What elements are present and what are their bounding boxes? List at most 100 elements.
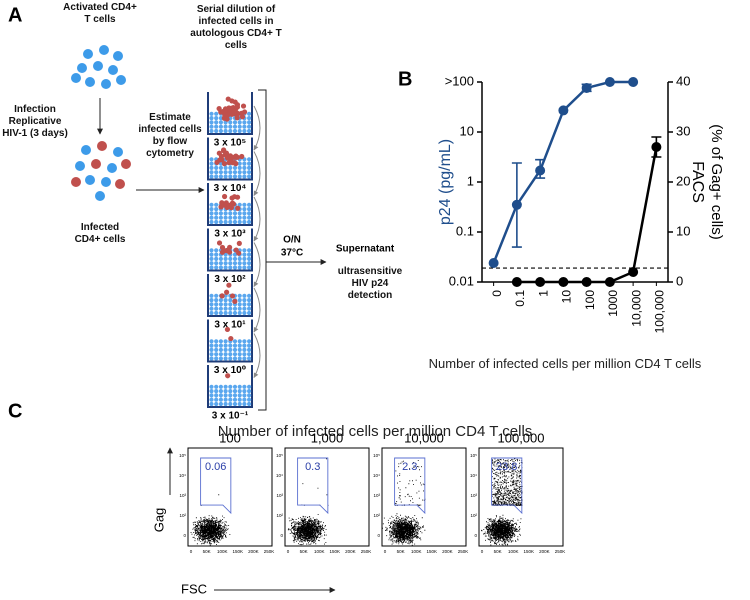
cell — [247, 343, 252, 348]
panel-title: Number of infected cells per million CD4… — [218, 423, 533, 440]
y2-axis-label: (% of Gag+ cells) — [708, 124, 725, 239]
cell — [209, 393, 214, 398]
cell — [237, 298, 242, 303]
cell — [209, 219, 214, 225]
plot-title: 10,000 — [404, 430, 444, 445]
x-axis-label: Number of infected cells per million CD4… — [428, 356, 702, 371]
point — [558, 277, 569, 287]
cell — [232, 219, 238, 225]
x-tick-label: 100,000 — [653, 290, 667, 334]
cell — [223, 265, 228, 270]
y-tick-label: 10² — [373, 513, 380, 518]
cell — [113, 51, 123, 61]
infected-cell — [234, 104, 241, 110]
infected-cell — [236, 250, 242, 256]
point — [581, 82, 592, 93]
y-tick-label: 0 — [377, 533, 380, 538]
cell — [209, 116, 214, 121]
well-outline — [207, 92, 253, 135]
cell — [209, 161, 214, 166]
cell — [214, 211, 219, 216]
cell — [214, 393, 219, 398]
text-box: Activated CD4+ T cells — [63, 2, 137, 25]
gate — [297, 457, 329, 515]
y-tick-label: 0 — [474, 533, 477, 538]
cell — [237, 161, 242, 166]
cell — [218, 256, 223, 261]
cell — [242, 170, 247, 175]
cell — [228, 261, 233, 266]
cell — [223, 215, 228, 220]
well — [207, 228, 253, 272]
y2-tick-label: 0 — [676, 273, 683, 288]
infected-cell — [239, 114, 246, 120]
infected-cell — [219, 157, 225, 163]
cell — [242, 384, 247, 389]
x-tick-label: 1 — [536, 290, 550, 297]
cell — [247, 256, 252, 261]
cell — [71, 177, 81, 187]
cell — [247, 306, 252, 311]
cell — [242, 265, 247, 270]
x-tick-label: 150K — [524, 549, 535, 554]
x-tick-label: 150K — [427, 549, 438, 554]
cell — [247, 261, 252, 266]
cell — [108, 65, 118, 75]
cell — [232, 174, 238, 179]
cell — [247, 397, 252, 402]
cell — [228, 170, 233, 175]
cell — [232, 389, 238, 394]
cell — [232, 256, 238, 261]
infected-cell — [239, 153, 245, 160]
events — [190, 515, 231, 546]
cell — [218, 393, 223, 398]
y-tick-label: 10² — [276, 513, 283, 518]
cell — [232, 401, 238, 407]
x-tick-label: 0 — [190, 549, 193, 554]
cell — [209, 128, 214, 134]
cell — [232, 339, 238, 344]
y-tick-label: 10⁴ — [179, 473, 186, 478]
detection-label: ultrasensitive HIV p24 detection — [337, 266, 403, 301]
infected-cell — [232, 298, 238, 305]
cell — [218, 302, 223, 307]
y-tick-label: 10⁵ — [276, 453, 283, 458]
cell — [214, 302, 219, 307]
cell — [223, 401, 228, 407]
cell — [242, 202, 247, 207]
y2-axis-label: FACS — [689, 161, 706, 203]
cell — [223, 211, 228, 216]
cell — [242, 343, 247, 348]
cell — [237, 265, 242, 270]
serial-label: Serial dilution of infected cells in aut… — [190, 4, 282, 51]
cell — [218, 389, 223, 394]
cell — [209, 397, 214, 402]
cell — [237, 401, 242, 407]
cell — [247, 252, 252, 257]
cell — [85, 77, 95, 87]
incubation-label: O/N — [283, 235, 301, 246]
cell — [237, 165, 242, 170]
cell — [232, 128, 238, 134]
transfer-arrow — [253, 287, 261, 333]
cell — [247, 202, 252, 207]
x-tick-label: 200K — [248, 549, 259, 554]
cell — [228, 401, 233, 407]
cell — [232, 215, 238, 220]
cell — [237, 393, 242, 398]
x-tick-label: 250K — [264, 549, 275, 554]
cell — [237, 302, 242, 307]
cell — [228, 356, 233, 361]
cell — [247, 265, 252, 270]
y-tick-label: 0 — [183, 533, 186, 538]
y-tick-label: >100 — [445, 73, 474, 88]
activated-label: Activated CD4+ T cells — [63, 2, 137, 25]
cell — [247, 389, 252, 394]
cell — [214, 174, 219, 179]
x-tick-label: 250K — [361, 549, 372, 554]
infected-cell — [222, 113, 228, 119]
cell — [214, 347, 219, 352]
cell — [228, 298, 233, 303]
cell — [228, 219, 233, 225]
